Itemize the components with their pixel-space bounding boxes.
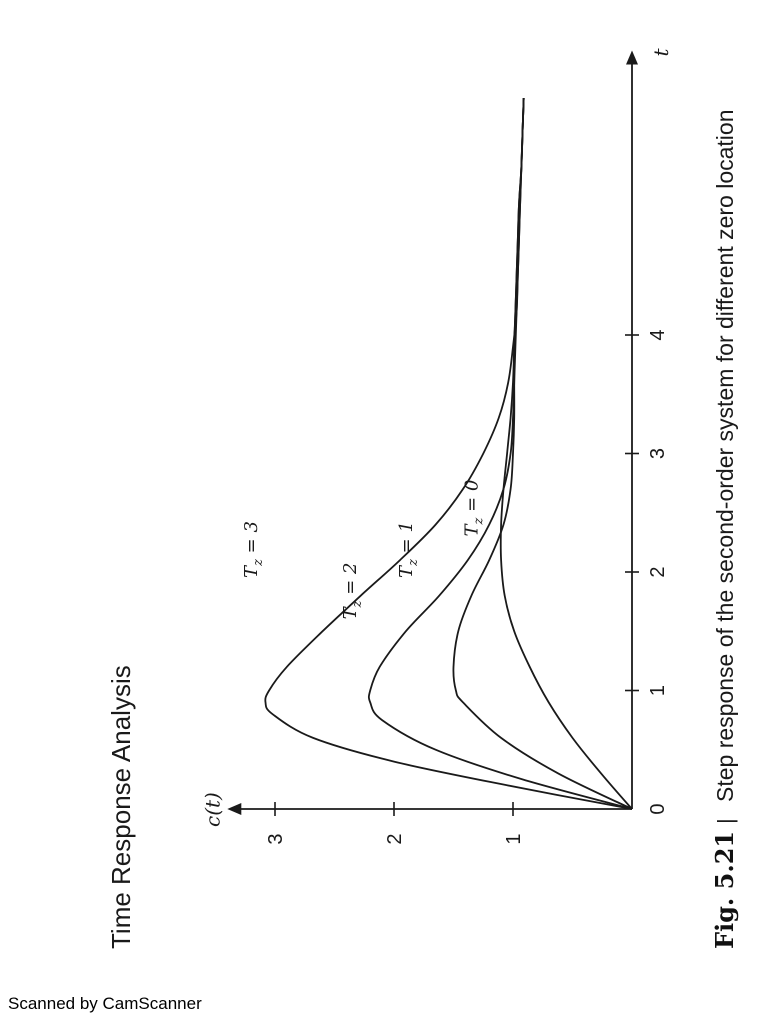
x-axis-title: t bbox=[649, 47, 673, 56]
y-tick-label: 1 bbox=[503, 833, 525, 844]
response-curves bbox=[264, 97, 633, 810]
curve-label-1: Tz = 1 bbox=[396, 521, 421, 578]
y-axis-title: c(t) bbox=[200, 792, 224, 827]
response-curve-2 bbox=[367, 97, 633, 810]
curve-label-3: Tz = 3 bbox=[241, 521, 266, 578]
curve-labels: Tz = 0 Tz = 1 Tz = 2 Tz = 3 bbox=[241, 480, 486, 620]
page-header: Time Response Analysis bbox=[106, 665, 136, 949]
step-response-chart: t c(t) 0 1 2 3 4 1 2 3 Tz = 0 Tz = 1 Tz = 2 Tz = 3 bbox=[200, 47, 673, 844]
response-curve-1 bbox=[452, 97, 633, 810]
figure-separator: | bbox=[713, 818, 738, 824]
x-tick-label: 3 bbox=[647, 448, 669, 459]
x-tick-label: 0 bbox=[647, 803, 669, 814]
figure-caption-text: Step response of the second-order system… bbox=[712, 109, 738, 802]
response-curve-3 bbox=[264, 97, 633, 810]
x-tick-label: 2 bbox=[647, 566, 669, 577]
axis-ticks: 0 1 2 3 4 1 2 3 bbox=[265, 329, 669, 844]
scanner-watermark: Scanned by CamScanner bbox=[8, 994, 202, 1013]
x-tick-label: 1 bbox=[647, 685, 669, 696]
x-axis-arrowhead bbox=[626, 50, 638, 65]
figure-caption: Fig. 5.21 | Step response of the second-… bbox=[710, 109, 739, 949]
y-tick-label: 2 bbox=[384, 833, 406, 844]
curve-label-0: Tz = 0 bbox=[461, 480, 486, 537]
y-axis-arrowhead bbox=[227, 803, 242, 815]
x-tick-label: 4 bbox=[647, 329, 669, 340]
y-tick-label: 3 bbox=[265, 833, 287, 844]
curve-label-2: Tz = 2 bbox=[340, 563, 365, 620]
figure-number: Fig. 5.21 bbox=[710, 831, 739, 949]
